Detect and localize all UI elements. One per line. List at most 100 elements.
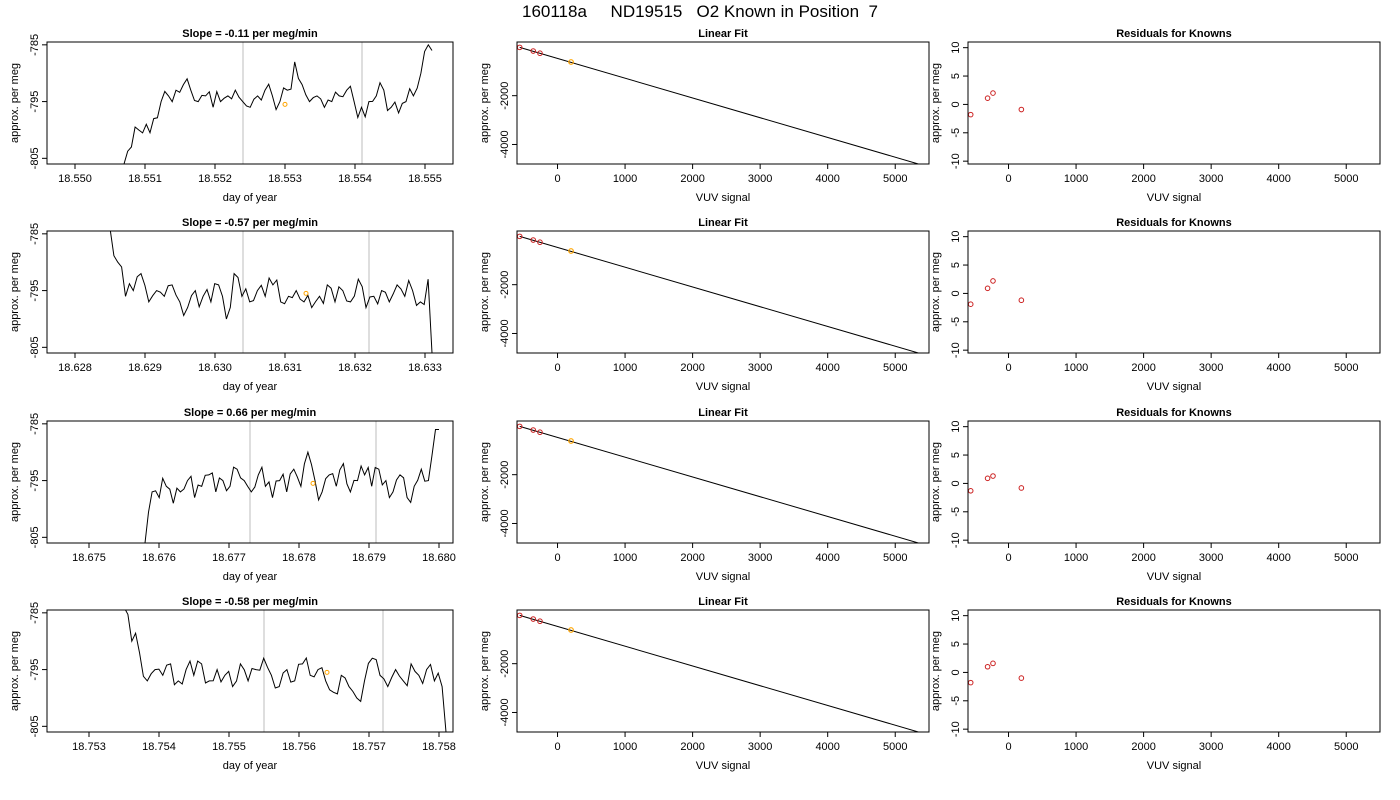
figure-title: 160118a ND19515 O2 Known in Position 7 <box>522 2 878 21</box>
known-point <box>537 618 543 625</box>
x-tick-label: 1000 <box>1064 741 1088 753</box>
y-tick-label: -5 <box>950 317 962 327</box>
plot-frame <box>516 41 930 165</box>
panel-title: Slope = -0.57 per meg/min <box>182 217 318 229</box>
fit-line <box>519 614 921 732</box>
y-axis-label: approx. per meg <box>930 631 942 711</box>
panel-r4-c1: Slope = -0.58 per meg/min 18.753 18.754 18.… <box>9 596 456 772</box>
plot-area <box>968 90 1025 118</box>
panel-title: Linear Fit <box>698 28 748 40</box>
plot-area <box>124 610 447 732</box>
plot-area <box>144 421 439 543</box>
residual-point <box>968 301 974 307</box>
y-tick-label: -2000 <box>499 271 511 299</box>
unknown-point <box>568 627 574 633</box>
plot-area <box>517 44 921 164</box>
x-tick-label: 18.675 <box>72 552 106 564</box>
y-axis-label: approx. per meg <box>930 63 942 143</box>
x-tick-label: 18.553 <box>268 173 302 185</box>
panel-title: Slope = 0.66 per meg/min <box>184 407 317 419</box>
x-tick-label: 18.632 <box>338 362 372 374</box>
x-tick-label: 2000 <box>1131 552 1155 564</box>
x-tick-label: 18.753 <box>72 741 106 753</box>
plot-area <box>517 423 921 543</box>
x-tick-label: 18.551 <box>128 173 162 185</box>
x-tick-label: 18.628 <box>58 362 92 374</box>
known-point <box>530 48 537 54</box>
series-line <box>124 610 447 732</box>
panel-title: Residuals for Knowns <box>1116 217 1232 229</box>
x-tick-label: 3000 <box>1199 362 1223 374</box>
x-tick-label: 5000 <box>883 173 907 185</box>
y-tick-label: -10 <box>950 721 962 737</box>
x-tick-label: 5000 <box>1334 173 1358 185</box>
y-tick-label: -785 <box>29 34 41 56</box>
panel-r2-c1: Slope = -0.57 per meg/min 18.628 18.629 18.… <box>9 217 454 393</box>
x-tick-label: 1000 <box>613 552 637 564</box>
y-tick-label: -5 <box>950 507 962 517</box>
x-tick-label: 4000 <box>815 362 839 374</box>
y-tick-label: -2000 <box>499 461 511 489</box>
x-tick-label: 18.757 <box>352 741 386 753</box>
plot-area <box>109 231 433 353</box>
known-point <box>530 616 537 622</box>
panel-title: Linear Fit <box>698 217 748 229</box>
panel-r3-c2: Linear Fit 0 1000 2000 3000 4000 5000 VUV signa… <box>479 407 930 583</box>
x-tick-label: 1000 <box>613 362 637 374</box>
plot-area <box>517 612 921 732</box>
residual-point <box>968 679 974 686</box>
x-axis-label: VUV signal <box>696 760 750 772</box>
x-tick-label: 0 <box>1005 362 1011 374</box>
y-tick-label: 0 <box>950 480 962 486</box>
x-tick-label: 4000 <box>815 741 839 753</box>
y-tick-label: 5 <box>950 452 962 458</box>
x-tick-label: 2000 <box>680 173 704 185</box>
y-tick-label: 0 <box>950 101 962 107</box>
known-point <box>537 239 543 246</box>
residual-point <box>990 278 996 284</box>
y-tick-label: -2000 <box>499 82 511 110</box>
x-tick-label: 4000 <box>1266 741 1290 753</box>
residual-point <box>968 111 974 118</box>
x-axis-label: VUV signal <box>1147 760 1201 772</box>
unknown-point <box>568 248 574 254</box>
panel-title: Slope = -0.11 per meg/min <box>182 28 318 40</box>
residual-point <box>984 95 991 101</box>
series-line <box>144 429 439 543</box>
y-tick-label: 0 <box>950 290 962 296</box>
unknown-point <box>568 59 574 65</box>
x-tick-label: 18.552 <box>198 173 232 185</box>
x-axis-label: VUV signal <box>1147 571 1201 583</box>
y-tick-label: -785 <box>29 413 41 435</box>
residual-point <box>1018 297 1025 304</box>
residual-point <box>990 660 996 667</box>
x-tick-label: 5000 <box>883 362 907 374</box>
x-tick-label: 18.554 <box>338 173 372 185</box>
x-tick-label: 5000 <box>1334 552 1358 564</box>
x-tick-label: 1000 <box>1064 552 1088 564</box>
panel-title: Residuals for Knowns <box>1116 596 1232 608</box>
known-point <box>537 429 543 436</box>
plot-frame <box>967 609 1381 733</box>
y-tick-label: 10 <box>950 610 962 622</box>
residual-point <box>990 473 996 479</box>
y-tick-label: -4000 <box>499 319 511 347</box>
y-axis-label: approx. per meg <box>930 252 942 332</box>
x-tick-label: 0 <box>1005 552 1011 564</box>
panel-r4-c2: Linear Fit 0 1000 2000 3000 4000 5000 VUV signa… <box>479 596 930 772</box>
series-line <box>109 231 433 353</box>
panel-title: Residuals for Knowns <box>1116 407 1232 419</box>
fit-line <box>519 46 921 164</box>
y-axis-label: approx. per meg <box>479 442 491 522</box>
x-tick-label: 0 <box>554 173 560 185</box>
x-tick-label: 3000 <box>1199 741 1223 753</box>
y-tick-label: -805 <box>29 715 41 737</box>
panel-title: Slope = -0.58 per meg/min <box>182 596 318 608</box>
x-tick-label: 18.754 <box>142 741 176 753</box>
series-line <box>123 43 433 164</box>
y-tick-label: -10 <box>950 532 962 548</box>
x-tick-label: 0 <box>554 552 560 564</box>
x-tick-label: 18.555 <box>408 173 442 185</box>
y-axis-label: approx. per meg <box>9 442 21 522</box>
unknown-sample-marker <box>303 290 309 296</box>
